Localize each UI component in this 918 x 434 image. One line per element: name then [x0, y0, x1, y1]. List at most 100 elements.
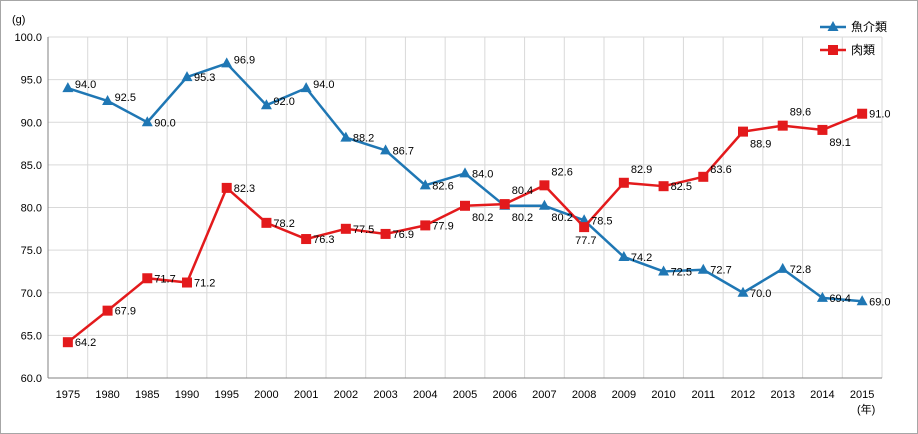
x-tick-label: 2005: [453, 389, 477, 401]
data-label: 80.2: [551, 212, 572, 224]
data-point-marker: [260, 99, 272, 110]
data-label: 82.9: [631, 164, 652, 176]
data-point-marker: [777, 120, 788, 131]
data-point-marker: [419, 179, 431, 190]
data-point-marker: [578, 214, 590, 225]
data-label: 67.9: [115, 306, 136, 318]
data-point-marker: [62, 82, 74, 93]
data-point-marker: [420, 220, 431, 231]
data-point-marker: [102, 94, 114, 105]
data-point-marker: [301, 234, 312, 245]
data-label: 78.2: [273, 218, 294, 230]
x-tick-label: 2014: [810, 389, 834, 401]
data-point-marker: [658, 181, 669, 192]
data-point-marker: [737, 286, 749, 297]
data-point-marker: [698, 171, 709, 182]
data-point-marker: [141, 116, 153, 127]
x-tick-label: 2011: [691, 389, 715, 401]
data-label: 72.8: [790, 264, 811, 276]
data-point-marker: [658, 265, 670, 276]
x-axis: 1975 1980 1985 1990 1995 2000 2001 2002 2003 2004…: [48, 377, 882, 401]
series-line: [67, 62, 863, 303]
y-tick-label: 100.0: [14, 32, 42, 44]
x-tick-label: 2003: [373, 389, 397, 401]
x-axis-unit: (年): [857, 402, 875, 416]
x-tick-label: 2002: [334, 389, 358, 401]
data-label: 80.2: [472, 212, 493, 224]
data-label: 83.6: [710, 164, 731, 176]
data-point-marker: [538, 199, 550, 210]
data-label: 72.7: [710, 265, 731, 277]
data-point-marker: [221, 182, 232, 193]
data-label: 71.2: [194, 278, 215, 290]
data-point-marker: [221, 57, 233, 68]
y-tick-label: 65.0: [21, 330, 42, 342]
data-point-marker: [380, 228, 391, 239]
y-axis-unit: (g): [12, 14, 25, 26]
data-label: 94.0: [75, 79, 96, 91]
y-tick-label: 95.0: [21, 75, 42, 87]
data-point-marker: [102, 305, 113, 316]
data-label: 77.7: [575, 235, 596, 247]
data-label: 74.2: [631, 252, 652, 264]
data-label: 92.5: [115, 92, 136, 104]
data-label: 78.5: [591, 215, 612, 227]
x-tick-label: 2000: [254, 389, 278, 401]
y-tick-label: 75.0: [21, 245, 42, 257]
legend-item: 魚介類: [820, 20, 887, 34]
data-label: 80.4: [512, 185, 533, 197]
data-point-marker: [300, 82, 312, 93]
x-tick-label: 2013: [770, 389, 794, 401]
data-label: 86.7: [393, 145, 414, 157]
x-tick-label: 1990: [175, 389, 199, 401]
data-point-marker: [618, 250, 630, 261]
data-label: 82.6: [551, 166, 572, 178]
y-axis: 60.0 65.0 70.0 75.0 80.0 85.0 90.0 95.0 100.0: [14, 32, 49, 385]
data-label: 96.9: [234, 54, 255, 66]
x-tick-label: 2012: [731, 389, 755, 401]
data-point-marker: [142, 273, 153, 284]
x-tick-label: 1995: [214, 389, 238, 401]
legend-label: 肉類: [851, 43, 875, 57]
data-label: 84.0: [472, 168, 493, 180]
data-label: 88.9: [750, 139, 771, 151]
x-tick-label: 1985: [135, 389, 159, 401]
data-point-marker: [817, 124, 828, 135]
y-tick-label: 60.0: [21, 373, 42, 385]
series-layer: [62, 57, 868, 348]
x-tick-label: 1980: [95, 389, 119, 401]
data-label: 82.3: [234, 183, 255, 195]
legend-item: 肉類: [820, 43, 875, 57]
data-point-marker: [182, 277, 192, 288]
data-label: 70.0: [750, 288, 771, 300]
data-point-marker: [459, 167, 471, 178]
data-point-marker: [539, 180, 550, 191]
data-label: 64.2: [75, 337, 96, 349]
data-point-marker: [460, 200, 470, 211]
data-label: 69.0: [869, 296, 890, 308]
data-label: 69.4: [829, 293, 850, 305]
data-point-marker: [856, 295, 868, 306]
data-label: 77.9: [432, 220, 453, 232]
data-labels: 94.0 92.5 90.0 95.3 96.9 92.0 94.0 88.2 86.7 82.6…: [75, 54, 891, 349]
data-point-marker: [380, 144, 392, 155]
y-tick-label: 80.0: [21, 203, 42, 215]
data-point-marker: [738, 126, 748, 137]
data-label: 91.0: [869, 109, 890, 121]
data-point-marker: [340, 131, 352, 142]
y-tick-label: 70.0: [21, 288, 42, 300]
data-label: 80.2: [512, 212, 533, 224]
data-label: 77.5: [353, 224, 374, 236]
x-tick-label: 1975: [56, 389, 80, 401]
data-point-marker: [777, 262, 789, 273]
data-point-marker: [62, 337, 73, 348]
x-tick-label: 2004: [413, 389, 437, 401]
series-seafood: [62, 57, 868, 306]
data-label: 94.0: [313, 79, 334, 91]
series-line: [67, 112, 863, 344]
data-point-marker: [261, 217, 272, 228]
data-point-marker: [579, 222, 590, 233]
